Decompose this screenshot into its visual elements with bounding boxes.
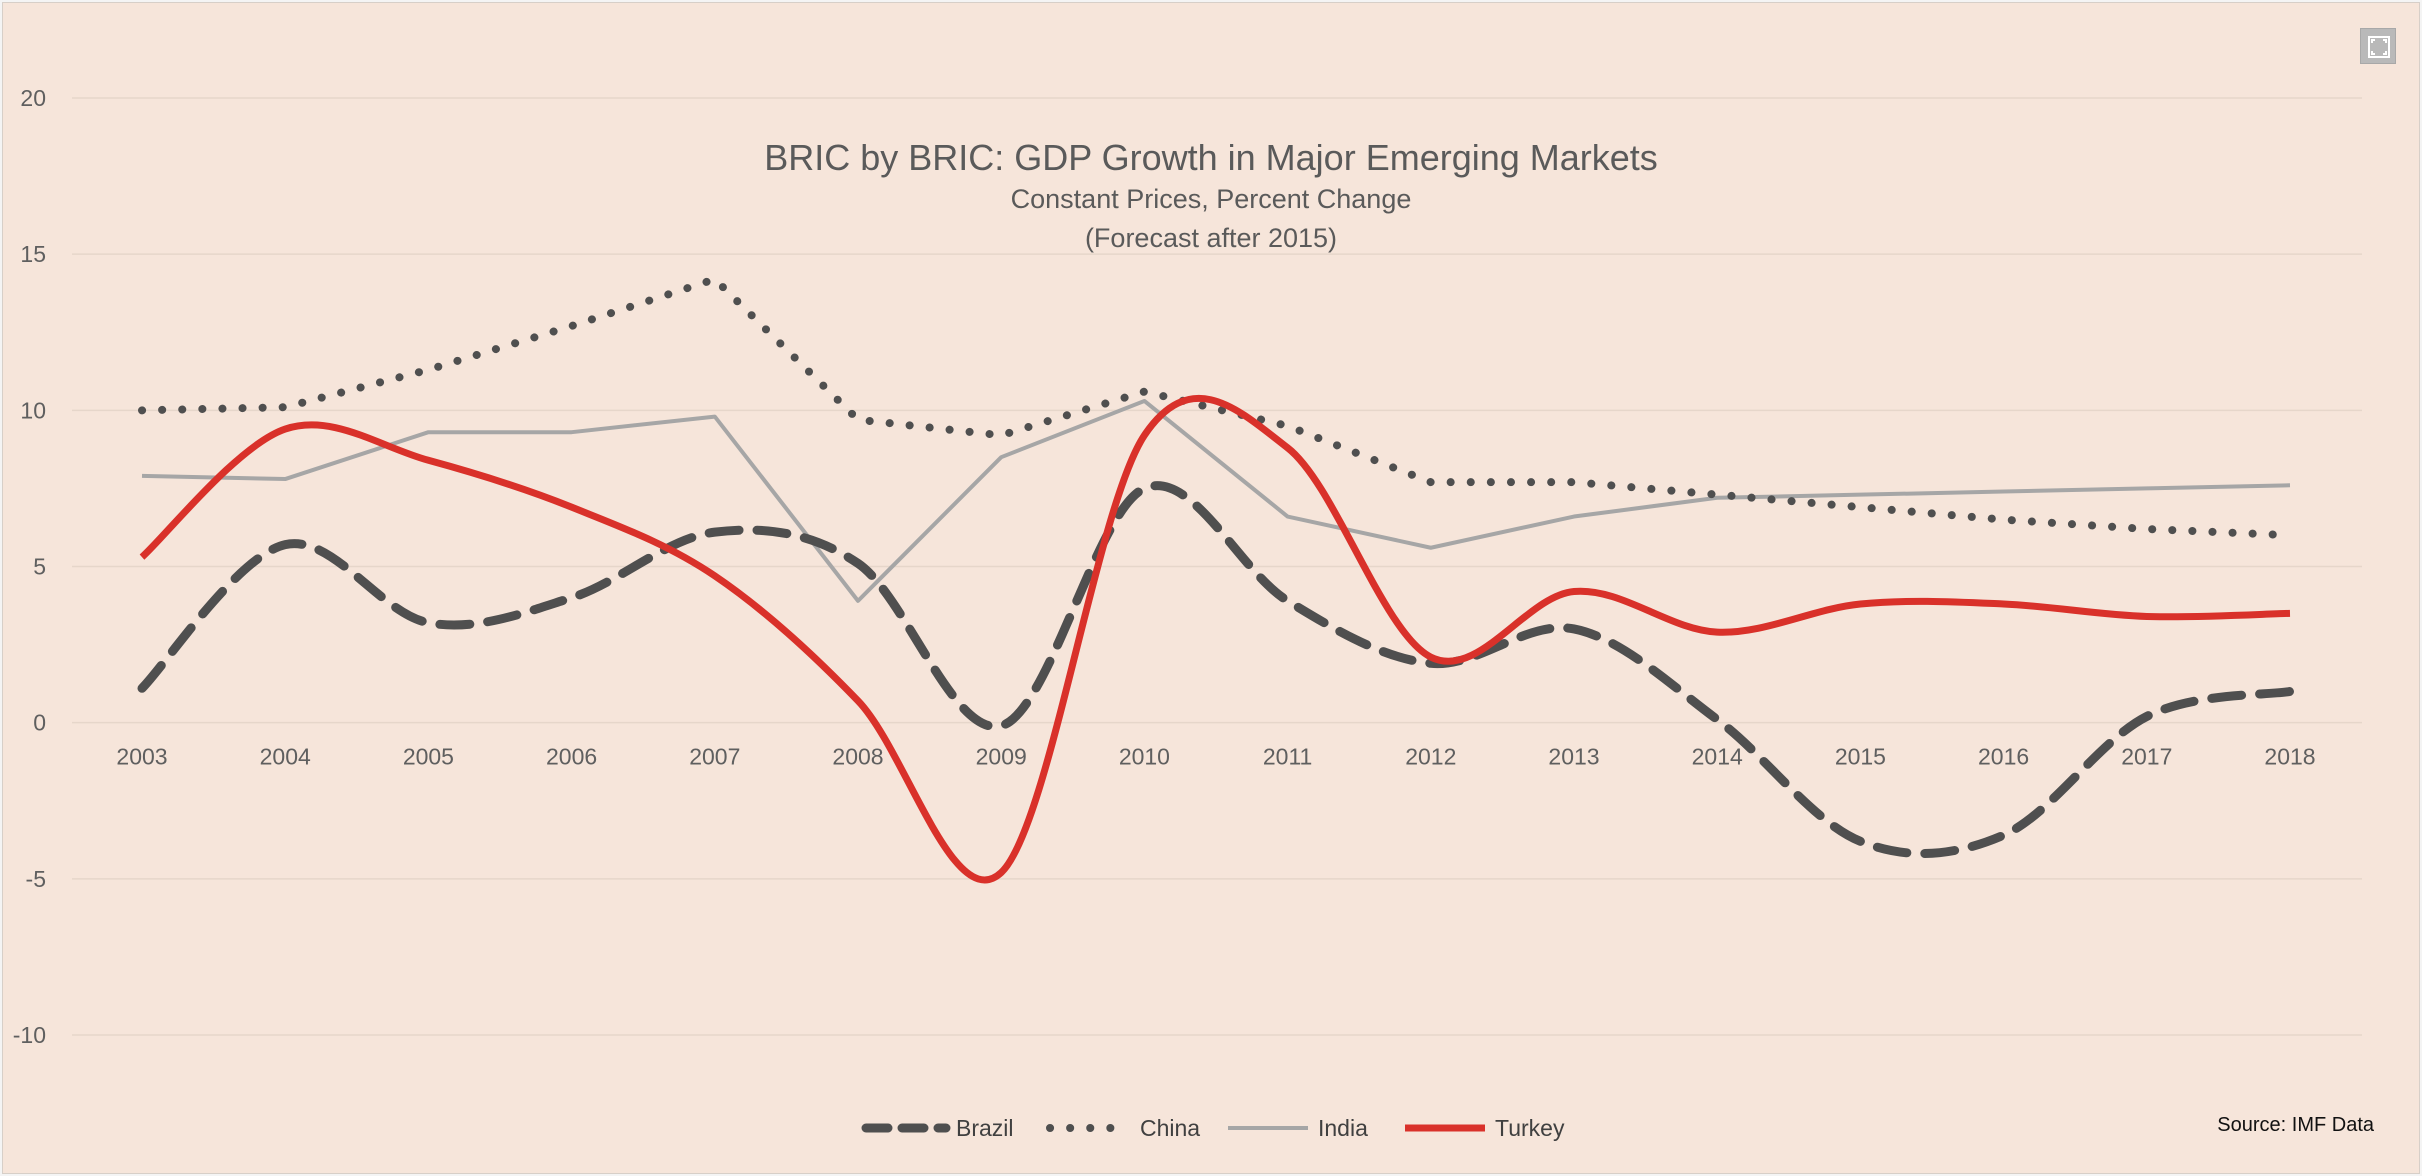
y-tick-label: 15 bbox=[20, 241, 46, 267]
y-tick-label: 5 bbox=[33, 554, 46, 580]
y-tick-label: -5 bbox=[26, 866, 46, 892]
expand-button[interactable] bbox=[2360, 28, 2396, 64]
chart-subtitle: Constant Prices, Percent Change bbox=[1011, 184, 1412, 214]
x-tick-label: 2017 bbox=[2121, 744, 2172, 770]
expand-icon bbox=[2368, 36, 2390, 58]
legend-label-india: India bbox=[1318, 1115, 1368, 1141]
series-line-turkey bbox=[139, 394, 2291, 884]
x-tick-label: 2010 bbox=[1119, 744, 1170, 770]
series-line-india bbox=[141, 398, 2291, 603]
y-tick-label: 0 bbox=[33, 710, 46, 736]
x-tick-label: 2016 bbox=[1978, 744, 2029, 770]
series-lines bbox=[137, 275, 2295, 884]
series-line-brazil bbox=[137, 481, 2295, 858]
y-tick-label: -10 bbox=[13, 1022, 46, 1048]
legend-label-brazil: Brazil bbox=[956, 1115, 1014, 1141]
x-tick-label: 2015 bbox=[1835, 744, 1886, 770]
x-tick-label: 2004 bbox=[260, 744, 311, 770]
y-tick-label: 10 bbox=[20, 397, 46, 423]
x-axis-tick-labels: 2003 2004 2005 2006 2007 2008 2009 2010 2011 2012… bbox=[116, 744, 2315, 770]
y-tick-label: 20 bbox=[20, 85, 46, 111]
x-tick-label: 2007 bbox=[689, 744, 740, 770]
series-line-china bbox=[138, 275, 2294, 540]
x-tick-label: 2006 bbox=[546, 744, 597, 770]
x-tick-label: 2012 bbox=[1405, 744, 1456, 770]
y-axis-tick-labels: 20 15 10 5 0 -5 -10 bbox=[13, 85, 46, 1048]
x-tick-label: 2014 bbox=[1692, 744, 1743, 770]
x-tick-label: 2008 bbox=[832, 744, 883, 770]
x-tick-label: 2013 bbox=[1548, 744, 1599, 770]
gridlines bbox=[72, 97, 2362, 1036]
x-tick-label: 2003 bbox=[116, 744, 167, 770]
x-tick-label: 2005 bbox=[403, 744, 454, 770]
source-note: Source: IMF Data bbox=[2217, 1114, 2375, 1136]
legend-label-turkey: Turkey bbox=[1495, 1115, 1565, 1141]
x-tick-label: 2011 bbox=[1263, 744, 1312, 770]
chart-title: BRIC by BRIC: GDP Growth in Major Emergi… bbox=[764, 137, 1658, 178]
legend-label-china: China bbox=[1140, 1115, 1200, 1141]
x-tick-label: 2009 bbox=[976, 744, 1027, 770]
chart-subtitle-forecast-note: (Forecast after 2015) bbox=[1085, 223, 1337, 253]
x-tick-label: 2018 bbox=[2264, 744, 2315, 770]
legend: Brazil China India Turkey bbox=[861, 1115, 1565, 1141]
